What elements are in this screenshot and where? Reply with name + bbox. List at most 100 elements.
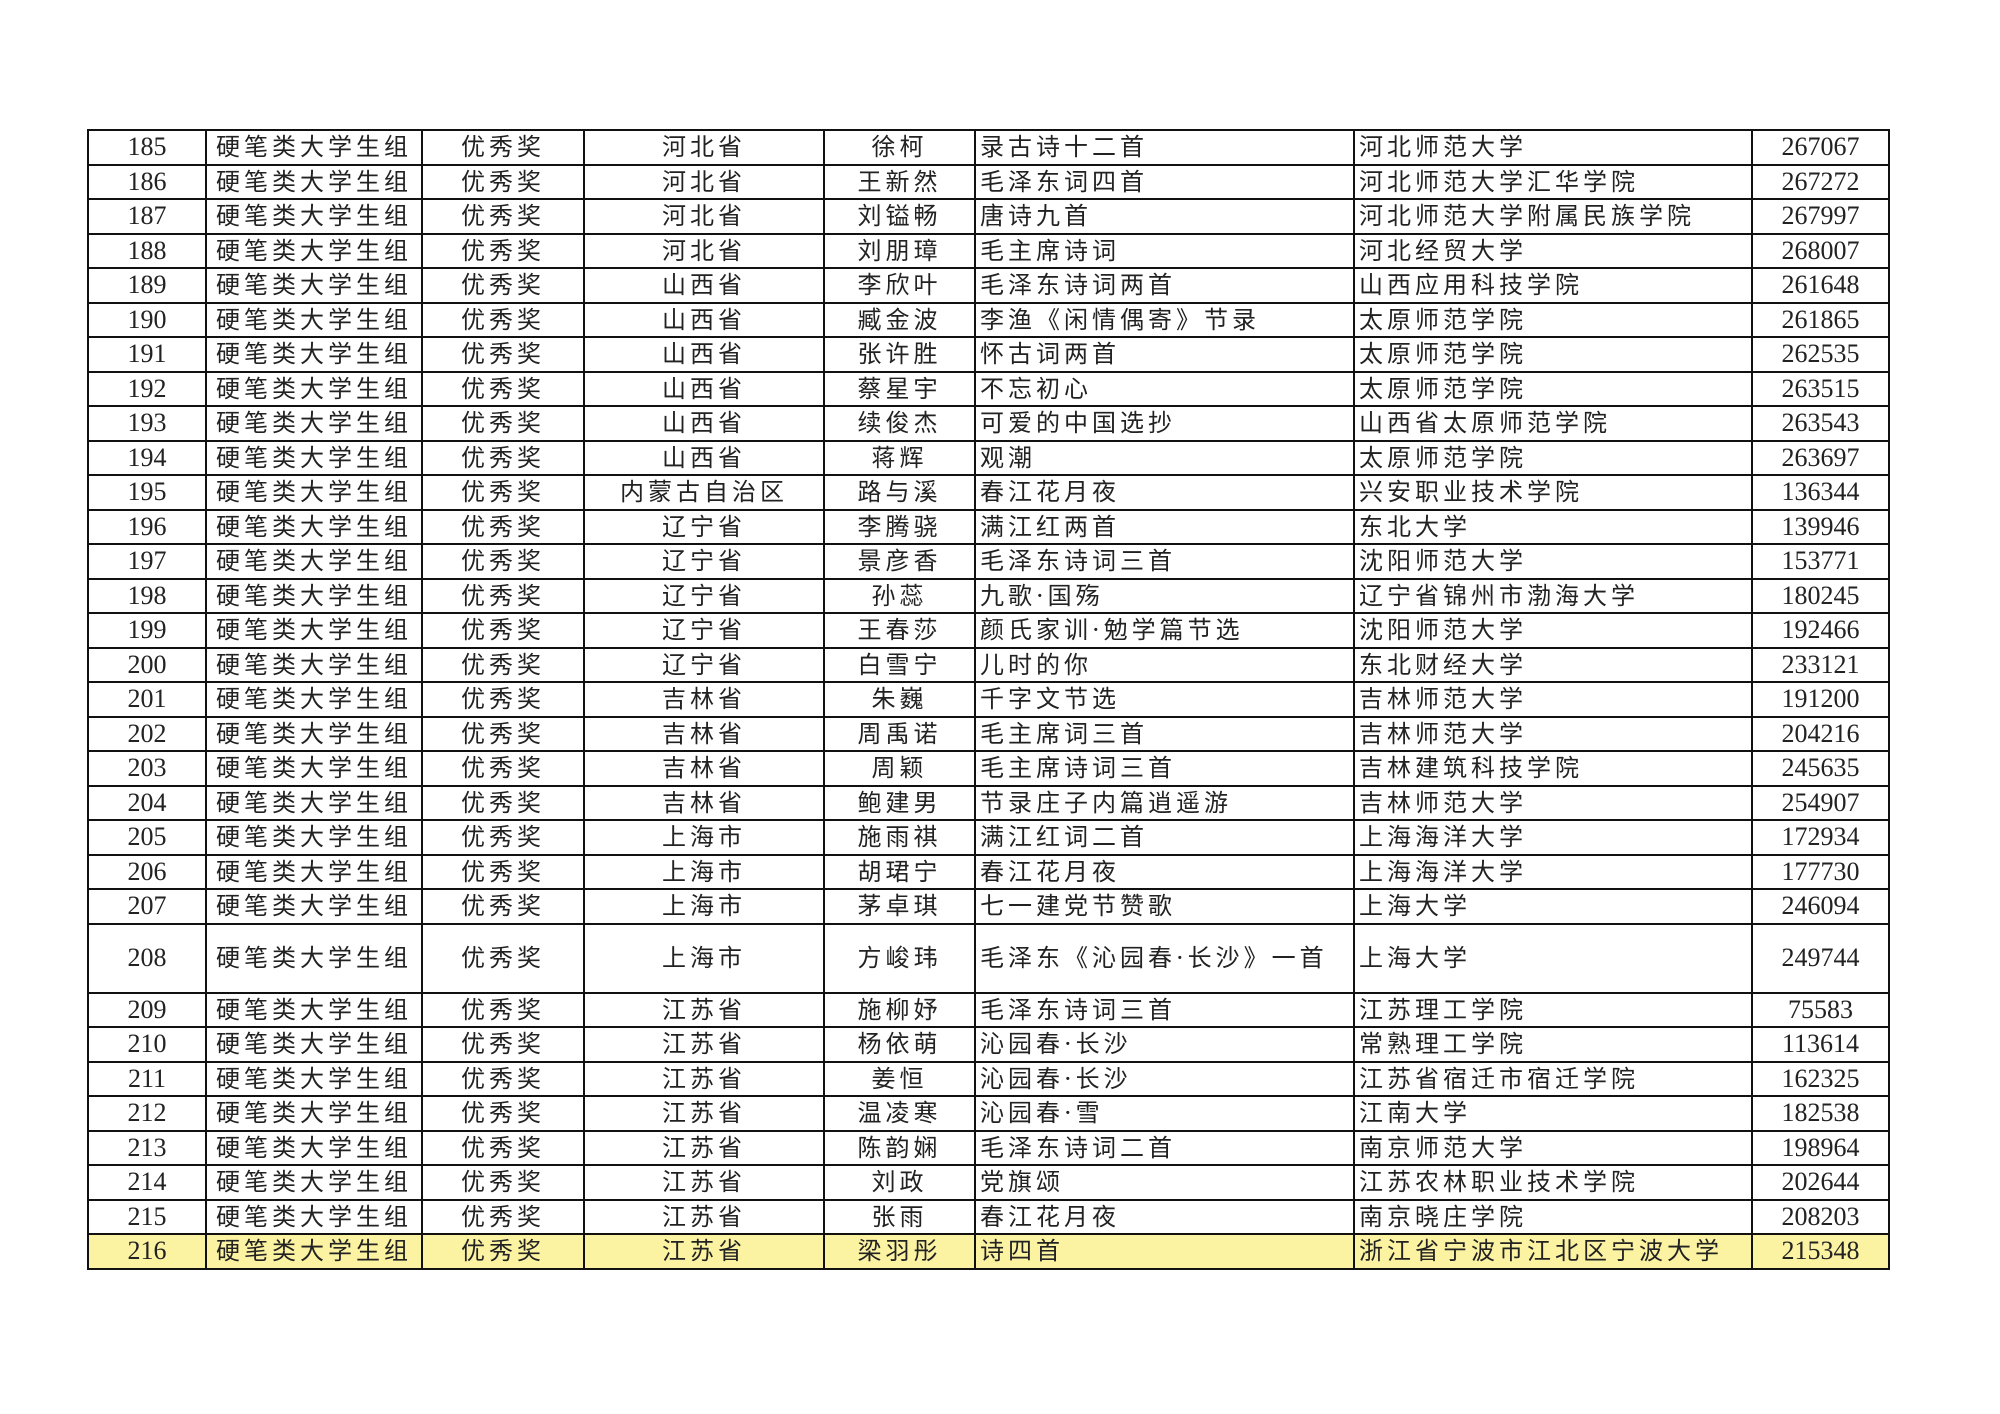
cell-work-title: 千字文节选: [974, 681, 1355, 718]
cell-province: 河北省: [583, 232, 825, 269]
cell-province: 山西省: [583, 439, 825, 476]
table-row: 190 硬笔类大学生组 优秀奖 山西省 臧金波 李渔《闲情偶寄》节录 太原师范学院 26186…: [87, 301, 1890, 338]
cell-award: 优秀奖: [421, 439, 585, 476]
cell-row-number: 188: [87, 232, 207, 269]
cell-category: 硬笔类大学生组: [205, 129, 423, 166]
cell-province: 江苏省: [583, 1026, 825, 1063]
cell-school: 上海海洋大学: [1353, 819, 1753, 856]
table-row: 210 硬笔类大学生组 优秀奖 江苏省 杨依萌 沁园春·长沙 常熟理工学院 113614: [87, 1026, 1890, 1063]
table-row: 198 硬笔类大学生组 优秀奖 辽宁省 孙蕊 九歌·国殇 辽宁省锦州市渤海大学 180245: [87, 577, 1890, 614]
table-row: 194 硬笔类大学生组 优秀奖 山西省 蒋辉 观潮 太原师范学院 263697: [87, 439, 1890, 476]
cell-name: 王新然: [823, 163, 976, 200]
cell-province: 辽宁省: [583, 508, 825, 545]
cell-award: 优秀奖: [421, 370, 585, 407]
cell-row-number: 199: [87, 612, 207, 649]
cell-work-title: 毛泽东词四首: [974, 163, 1355, 200]
cell-name: 姜恒: [823, 1060, 976, 1097]
cell-school: 太原师范学院: [1353, 439, 1753, 476]
cell-award: 优秀奖: [421, 163, 585, 200]
cell-name: 朱巍: [823, 681, 976, 718]
cell-category: 硬笔类大学生组: [205, 232, 423, 269]
cell-row-number: 200: [87, 646, 207, 683]
cell-school: 吉林师范大学: [1353, 784, 1753, 821]
cell-category: 硬笔类大学生组: [205, 784, 423, 821]
table-row: 207 硬笔类大学生组 优秀奖 上海市 茅卓琪 七一建党节赞歌 上海大学 246094: [87, 888, 1890, 925]
cell-award: 优秀奖: [421, 405, 585, 442]
cell-category: 硬笔类大学生组: [205, 681, 423, 718]
cell-award: 优秀奖: [421, 784, 585, 821]
table-row: 201 硬笔类大学生组 优秀奖 吉林省 朱巍 千字文节选 吉林师范大学 191200: [87, 681, 1890, 718]
cell-school: 吉林师范大学: [1353, 715, 1753, 752]
cell-work-title: 春江花月夜: [974, 853, 1355, 890]
cell-name: 张雨: [823, 1198, 976, 1235]
cell-category: 硬笔类大学生组: [205, 577, 423, 614]
cell-province: 山西省: [583, 370, 825, 407]
cell-name: 李欣叶: [823, 267, 976, 304]
cell-entry-id: 261865: [1751, 301, 1890, 338]
cell-name: 蒋辉: [823, 439, 976, 476]
cell-province: 吉林省: [583, 750, 825, 787]
cell-row-number: 203: [87, 750, 207, 787]
cell-work-title: 党旗颂: [974, 1164, 1355, 1201]
cell-category: 硬笔类大学生组: [205, 888, 423, 925]
cell-entry-id: 215348: [1751, 1233, 1890, 1270]
cell-row-number: 201: [87, 681, 207, 718]
cell-entry-id: 263515: [1751, 370, 1890, 407]
table-row: 213 硬笔类大学生组 优秀奖 江苏省 陈韵娴 毛泽东诗词二首 南京师范大学 198964: [87, 1129, 1890, 1166]
cell-work-title: 满江红词二首: [974, 819, 1355, 856]
cell-category: 硬笔类大学生组: [205, 991, 423, 1028]
cell-entry-id: 263543: [1751, 405, 1890, 442]
table-body: 185 硬笔类大学生组 优秀奖 河北省 徐柯 录古诗十二首 河北师范大学 267067 186 硬…: [87, 129, 1890, 1270]
cell-entry-id: 113614: [1751, 1026, 1890, 1063]
cell-award: 优秀奖: [421, 819, 585, 856]
cell-entry-id: 180245: [1751, 577, 1890, 614]
cell-entry-id: 254907: [1751, 784, 1890, 821]
table-row: 193 硬笔类大学生组 优秀奖 山西省 续俊杰 可爱的中国选抄 山西省太原师范学院 26354…: [87, 405, 1890, 442]
cell-name: 路与溪: [823, 474, 976, 511]
cell-entry-id: 262535: [1751, 336, 1890, 373]
cell-award: 优秀奖: [421, 1198, 585, 1235]
cell-row-number: 205: [87, 819, 207, 856]
cell-entry-id: 182538: [1751, 1095, 1890, 1132]
cell-award: 优秀奖: [421, 543, 585, 580]
cell-row-number: 210: [87, 1026, 207, 1063]
cell-work-title: 颜氏家训·勉学篇节选: [974, 612, 1355, 649]
table-row: 202 硬笔类大学生组 优秀奖 吉林省 周禹诺 毛主席词三首 吉林师范大学 204216: [87, 715, 1890, 752]
cell-school: 南京晓庄学院: [1353, 1198, 1753, 1235]
cell-school: 山西省太原师范学院: [1353, 405, 1753, 442]
cell-category: 硬笔类大学生组: [205, 405, 423, 442]
cell-award: 优秀奖: [421, 1095, 585, 1132]
table-row: 205 硬笔类大学生组 优秀奖 上海市 施雨祺 满江红词二首 上海海洋大学 172934: [87, 819, 1890, 856]
cell-category: 硬笔类大学生组: [205, 1060, 423, 1097]
cell-school: 兴安职业技术学院: [1353, 474, 1753, 511]
cell-award: 优秀奖: [421, 750, 585, 787]
cell-school: 常熟理工学院: [1353, 1026, 1753, 1063]
cell-work-title: 可爱的中国选抄: [974, 405, 1355, 442]
table-row: 199 硬笔类大学生组 优秀奖 辽宁省 王春莎 颜氏家训·勉学篇节选 沈阳师范大学 19246…: [87, 612, 1890, 649]
cell-school: 吉林师范大学: [1353, 681, 1753, 718]
cell-name: 蔡星宇: [823, 370, 976, 407]
cell-entry-id: 162325: [1751, 1060, 1890, 1097]
cell-province: 河北省: [583, 163, 825, 200]
cell-row-number: 204: [87, 784, 207, 821]
cell-school: 吉林建筑科技学院: [1353, 750, 1753, 787]
cell-school: 东北财经大学: [1353, 646, 1753, 683]
cell-name: 徐柯: [823, 129, 976, 166]
cell-category: 硬笔类大学生组: [205, 1233, 423, 1270]
cell-work-title: 毛主席诗词: [974, 232, 1355, 269]
cell-work-title: 七一建党节赞歌: [974, 888, 1355, 925]
cell-province: 上海市: [583, 888, 825, 925]
cell-entry-id: 267067: [1751, 129, 1890, 166]
cell-row-number: 192: [87, 370, 207, 407]
table-row: 185 硬笔类大学生组 优秀奖 河北省 徐柯 录古诗十二首 河北师范大学 267067: [87, 129, 1890, 166]
cell-row-number: 212: [87, 1095, 207, 1132]
cell-category: 硬笔类大学生组: [205, 1095, 423, 1132]
cell-school: 浙江省宁波市江北区宁波大学: [1353, 1233, 1753, 1270]
cell-province: 上海市: [583, 853, 825, 890]
cell-row-number: 186: [87, 163, 207, 200]
cell-province: 江苏省: [583, 1198, 825, 1235]
cell-award: 优秀奖: [421, 646, 585, 683]
cell-entry-id: 263697: [1751, 439, 1890, 476]
cell-province: 江苏省: [583, 1164, 825, 1201]
cell-province: 吉林省: [583, 784, 825, 821]
